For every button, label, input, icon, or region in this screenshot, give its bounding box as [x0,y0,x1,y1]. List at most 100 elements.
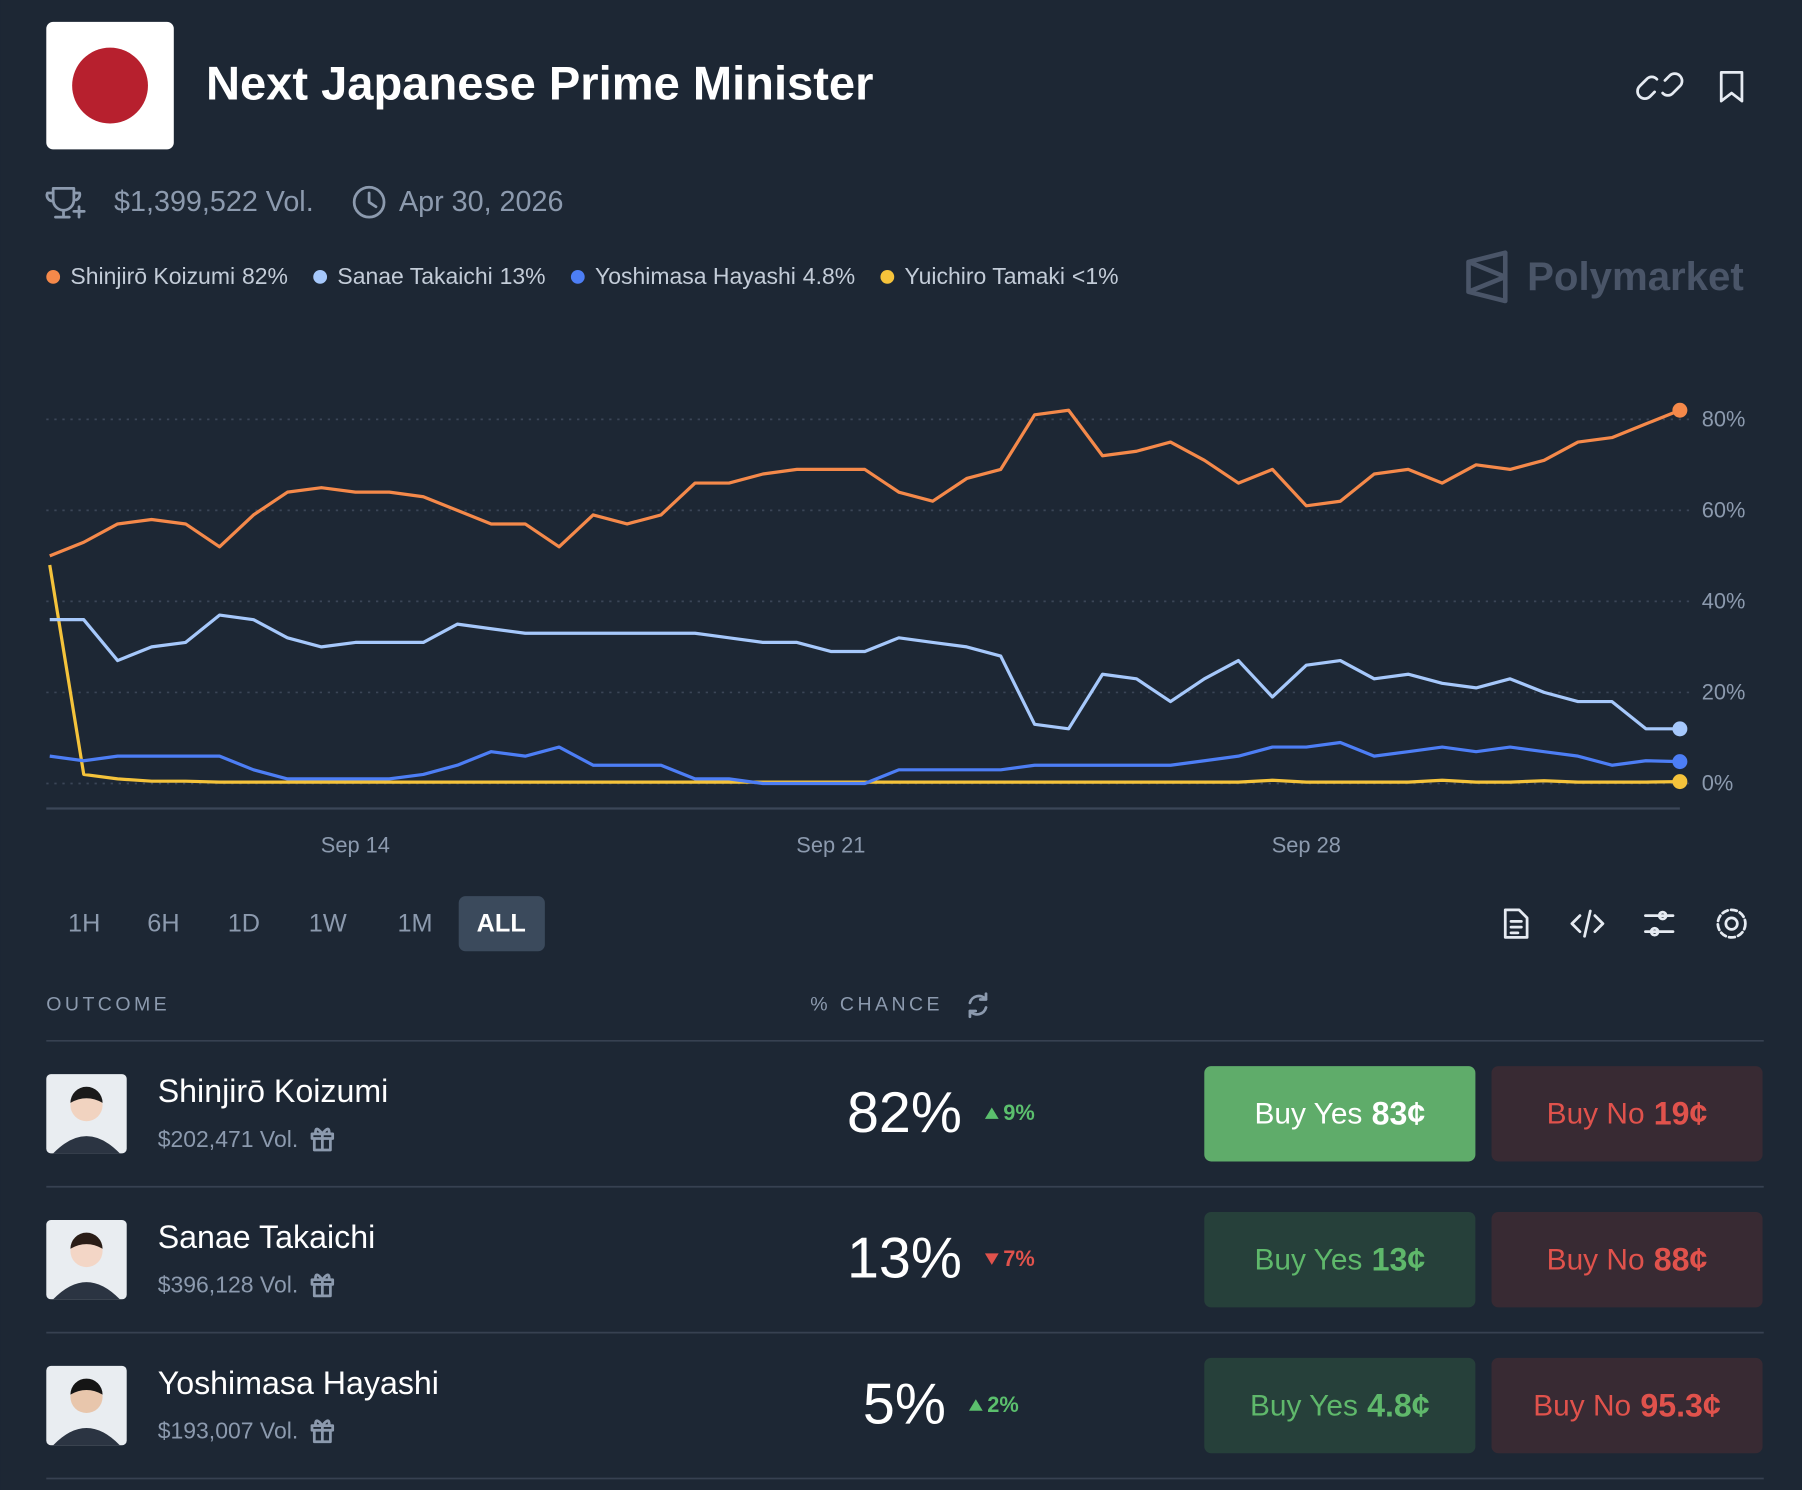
buy-no-label: Buy No [1533,1389,1631,1422]
chance-header: % CHANCE [810,993,943,1015]
range-button[interactable]: 1H [68,909,100,937]
avatar-suit [53,1427,120,1446]
outcome-volume: $193,007 Vol. [158,1418,299,1444]
avatar-hair [70,1232,103,1249]
outcome-name: Sanae Takaichi [158,1219,376,1255]
legend-value: 13% [500,263,546,289]
x-tick-label: Sep 21 [796,832,865,857]
buy-yes-button[interactable] [1204,1066,1476,1162]
brand-logo [1466,250,1508,304]
change-arrow [984,1253,999,1265]
buy-yes-button[interactable] [1204,1357,1476,1454]
buy-no-price: 19¢ [1654,1095,1708,1131]
legend-swatch [880,269,895,284]
outcome-volume: $396,128 Vol. [158,1272,299,1298]
avatar-hair [70,1086,103,1103]
embed-icon[interactable] [1570,909,1605,938]
buy-no-label: Buy No [1547,1243,1645,1276]
buy-no-button[interactable] [1491,1211,1763,1308]
avatar-suit [53,1282,120,1300]
buy-yes[interactable]: Buy Yes 83¢ [1254,1095,1425,1131]
gift-icon [310,1127,335,1152]
legend-swatch [313,269,328,284]
title: Next Japanese Prime Minister [206,57,873,110]
buy-yes-label: Buy Yes [1254,1097,1362,1130]
outcome-volume: $202,471 Vol. [158,1126,299,1152]
series-line [49,740,1680,786]
refresh-icon[interactable] [968,992,988,1019]
x-tick-label: Sep 14 [321,832,390,857]
brand: Polymarket [1527,254,1744,299]
legend-swatch [46,269,61,284]
legend-label: Yoshimasa Hayashi [595,263,796,289]
filter-icon[interactable] [1644,910,1675,937]
chance: 82% [847,1081,962,1145]
bookmark-icon[interactable] [1719,70,1744,103]
chance: 13% [847,1227,962,1291]
buy-yes-price: 13¢ [1372,1241,1426,1277]
y-tick-label: 40% [1702,588,1746,613]
end-date: Apr 30, 2026 [399,186,563,218]
end-dot [1672,402,1688,418]
doc-icon[interactable] [1503,908,1529,939]
outcome-name: Yoshimasa Hayashi [158,1365,439,1401]
legend-value: 4.8% [803,263,855,289]
buy-yes-label: Buy Yes [1254,1243,1362,1276]
legend-swatch [570,269,585,284]
change: 9% [1003,1100,1035,1125]
chance: 5% [863,1373,946,1437]
y-tick-label: 60% [1702,497,1746,522]
buy-no[interactable]: Buy No 88¢ [1547,1241,1708,1277]
range-button-bg[interactable] [458,896,545,952]
legend-label: Yuichiro Tamaki [905,263,1065,289]
range-button[interactable]: ALL [477,909,526,937]
buy-no-price: 88¢ [1654,1241,1708,1277]
y-tick-label: 20% [1702,679,1746,704]
buy-yes-price: 4.8¢ [1367,1387,1430,1423]
change: 7% [1003,1246,1035,1271]
buy-yes[interactable]: Buy Yes 13¢ [1254,1241,1425,1277]
buy-no-price: 95.3¢ [1640,1387,1721,1423]
buy-no-label: Buy No [1547,1097,1645,1130]
buy-no[interactable]: Buy No 19¢ [1547,1095,1708,1131]
legend-value: <1% [1072,263,1119,289]
outcome-name: Shinjirō Koizumi [158,1073,389,1109]
series-line [49,613,1680,731]
y-tick-label: 80% [1702,406,1746,431]
change-arrow [984,1107,999,1119]
gift-icon [310,1419,335,1444]
flag-sun [72,47,148,124]
trophy-icon [45,187,86,219]
end-dot [1672,721,1688,737]
range-button[interactable]: 6H [147,909,179,937]
outcome-header: OUTCOME [46,993,170,1015]
legend-label: Shinjirō Koizumi [70,263,235,289]
toolbar [1503,908,1747,939]
volume: $1,399,522 Vol. [114,186,314,218]
buy-yes-label: Buy Yes [1250,1389,1358,1422]
end-dot [1672,754,1688,770]
range-button[interactable]: 1W [309,909,347,937]
range-button[interactable]: 1M [398,909,433,937]
link-icon[interactable] [1636,72,1684,100]
gift-icon [310,1273,335,1298]
settings-icon[interactable] [1716,908,1747,939]
range-button[interactable]: 1D [228,909,260,937]
buy-yes-price: 83¢ [1372,1095,1426,1131]
clock-icon [352,185,386,219]
buy-no[interactable]: Buy No 95.3¢ [1533,1387,1721,1423]
buy-yes-button[interactable] [1204,1211,1476,1308]
series-line [49,408,1681,558]
buy-no-button[interactable] [1491,1066,1763,1162]
buy-yes[interactable]: Buy Yes 4.8¢ [1250,1387,1430,1423]
avatar-suit [53,1136,120,1154]
avatar-hair [70,1378,103,1395]
change: 2% [987,1392,1019,1417]
x-tick-label: Sep 28 [1272,832,1341,857]
legend-label: Sanae Takaichi [337,263,492,289]
buy-no-button[interactable] [1491,1357,1763,1454]
y-tick-label: 0% [1702,770,1734,795]
change-arrow [968,1399,983,1411]
legend-value: 82% [242,263,288,289]
